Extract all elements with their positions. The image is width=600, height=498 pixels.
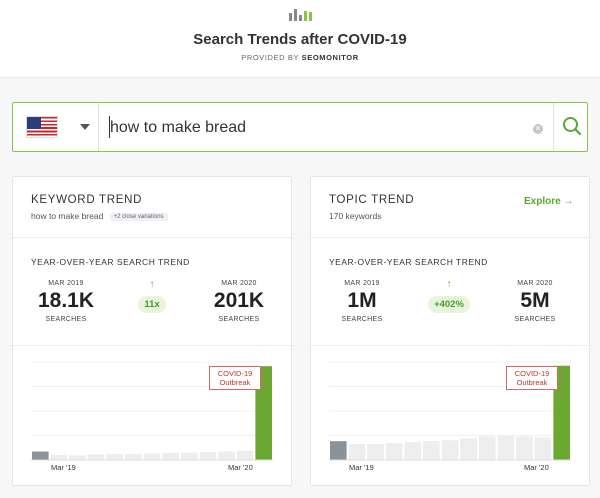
country-selector[interactable] [13,103,99,151]
search-bar: ✕ [12,102,588,152]
growth-indicator: ↑ +402% [409,280,489,313]
x-tick-start: Mar '19 [51,463,76,472]
divider [311,237,589,238]
variations-chip[interactable]: +2 close variations [109,213,168,221]
growth-badge: +402% [428,296,470,313]
chart-bar-7[interactable] [162,453,179,460]
chart-bar-1[interactable] [348,443,366,460]
card-subtitle: 170 keywords [329,211,382,221]
divider [13,345,291,346]
topic-trend-card: TOPIC TREND 170 keywords Explore → YEAR-… [310,176,590,486]
from-label: MAR 2019 [48,280,84,287]
us-flag-icon [26,116,58,138]
x-tick-end: Mar '20 [228,463,253,472]
from-stat: MAR 2019 1M SEARCHES [322,280,402,323]
chart-bar-0[interactable] [32,451,49,460]
chart-bar-6[interactable] [441,440,459,460]
from-stat: MAR 2019 18.1K SEARCHES [26,280,106,323]
page-title: Search Trends after COVID-19 [193,31,407,48]
card-title: TOPIC TREND [329,194,415,206]
chart-bar-9[interactable] [497,435,515,461]
outbreak-label-line1: COVID-19 [217,369,253,378]
to-unit: SEARCHES [218,316,260,323]
chart-bar-7[interactable] [460,438,477,460]
card-subtitle: how to make bread +2 close variations [31,211,168,221]
chart-bar-2[interactable] [69,455,86,460]
outbreak-label-line2: Outbreak [516,378,548,387]
chevron-down-icon [80,124,90,130]
chart-bar-1[interactable] [50,454,68,460]
from-value: 1M [347,289,377,312]
chart-bar-0[interactable] [330,441,347,460]
bar-chart-svg [31,361,273,461]
to-stat: MAR 2020 201K SEARCHES [199,280,279,323]
topic-trend-chart: COVID-19 Outbreak Mar '19 Mar '20 [311,346,589,485]
seomonitor-logo-icon [289,9,312,21]
chart-bar-5[interactable] [423,441,440,460]
chart-bar-11[interactable] [534,437,552,460]
covid-outbreak-marker: COVID-19 Outbreak [209,366,261,390]
chart-bar-11[interactable] [236,450,254,460]
chart-bar-10[interactable] [516,436,533,460]
card-title: KEYWORD TREND [31,194,143,206]
growth-indicator: ↑ 11x [112,280,192,313]
explore-link[interactable]: Explore → [524,196,574,207]
text-cursor [109,116,110,138]
chart-bar-3[interactable] [87,454,105,460]
to-unit: SEARCHES [514,316,556,323]
divider [13,237,291,238]
outbreak-label-line1: COVID-19 [514,369,550,378]
chart-bar-9[interactable] [199,452,217,460]
search-button[interactable] [553,103,589,151]
provider-name: SEOMONITOR [301,53,359,62]
yoy-label: YEAR-OVER-YEAR SEARCH TREND [31,257,190,267]
keyword-trend-chart: COVID-19 Outbreak Mar '19 Mar '20 [13,346,291,485]
chart-bar-5[interactable] [125,453,142,460]
from-label: MAR 2019 [344,280,380,287]
app-header: Search Trends after COVID-19 PROVIDED BY… [0,0,600,78]
to-label: MAR 2020 [517,280,553,287]
to-value: 201K [213,289,265,312]
provider-credit: PROVIDED BY SEOMONITOR [0,53,600,62]
yoy-label: YEAR-OVER-YEAR SEARCH TREND [329,257,488,267]
outbreak-label-line2: Outbreak [219,378,251,387]
chart-bar-10[interactable] [218,451,235,460]
clear-icon[interactable]: ✕ [533,124,543,134]
chart-bar-4[interactable] [404,442,422,460]
from-unit: SEARCHES [341,316,383,323]
growth-badge: 11x [138,296,166,313]
x-tick-start: Mar '19 [349,463,374,472]
divider [311,345,589,346]
search-icon [563,117,582,136]
x-tick-end: Mar '20 [524,463,549,472]
from-unit: SEARCHES [45,316,87,323]
chart-bar-2[interactable] [367,443,384,460]
to-value: 5M [520,289,550,312]
chart-bar-8[interactable] [478,436,496,460]
to-stat: MAR 2020 5M SEARCHES [495,280,575,323]
keyword-trend-card: KEYWORD TREND how to make bread +2 close… [12,176,292,486]
chart-bar-3[interactable] [385,443,403,460]
chart-bar-8[interactable] [180,452,198,460]
arrow-up-icon: ↑ [446,279,452,290]
search-input[interactable] [110,117,520,139]
provided-by-label: PROVIDED BY [241,53,299,62]
to-label: MAR 2020 [221,280,257,287]
covid-outbreak-marker: COVID-19 Outbreak [506,366,558,390]
keyword-text: how to make bread [31,211,104,221]
chart-bar-4[interactable] [106,453,124,460]
arrow-up-icon: ↑ [149,279,155,290]
bar-chart-svg [329,361,571,461]
from-value: 18.1K [37,289,95,312]
chart-bar-6[interactable] [143,453,161,460]
